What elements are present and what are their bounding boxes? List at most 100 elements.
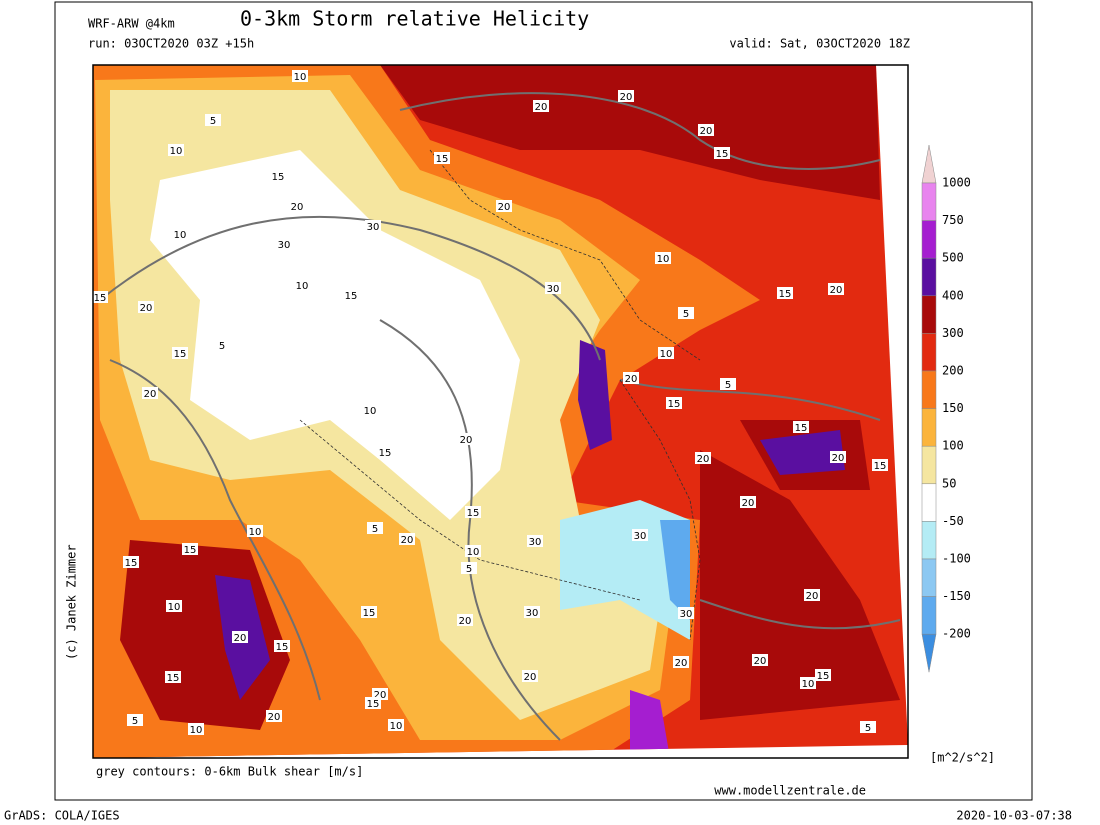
contour-label: 5 [219, 341, 225, 352]
contour-label-box [127, 714, 143, 726]
contour-label: 30 [547, 284, 560, 295]
contour-label-box [172, 347, 188, 359]
contour [109, 359, 321, 701]
contour-label-box [678, 307, 694, 319]
contour-label-box [815, 669, 831, 681]
contour-label: 20 [524, 672, 537, 683]
contour-label: 20 [806, 591, 819, 602]
contour-label: 15 [276, 642, 289, 653]
contour-label: 5 [725, 380, 731, 391]
contour-label-box [123, 556, 139, 568]
contour-label: 10 [249, 527, 262, 538]
contour-label: 20 [234, 633, 247, 644]
contour-label-box [655, 252, 671, 264]
contour-label-box [294, 279, 310, 291]
field-white [150, 150, 520, 520]
contour-label-box [752, 654, 768, 666]
colorbar-segment [921, 333, 937, 372]
contour-label-box [714, 147, 730, 159]
map-title: 0-3km Storm relative Helicity [240, 7, 589, 31]
contour-label: 20 [374, 690, 387, 701]
contour-label: 15 [167, 673, 180, 684]
colorbar-cap-bottom [921, 633, 937, 673]
contour-label: 15 [94, 293, 107, 304]
contour-label: 30 [529, 537, 542, 548]
colorbar-segment [921, 370, 937, 409]
contour-label: 20 [144, 389, 157, 400]
colorbar: 1000 750 500 400 300 200 150 100 50 -50 -100 -150 -2… [921, 144, 971, 673]
contour-label-box [434, 152, 450, 164]
contour-label: 15 [184, 545, 197, 556]
contour-label: 5 [865, 723, 871, 734]
contour-label: 15 [817, 671, 830, 682]
contour-label-box [465, 506, 481, 518]
contour-label-box [142, 387, 158, 399]
contour-label-box [214, 339, 230, 351]
colorbar-cap-top [921, 144, 937, 184]
colorbar-segment [921, 408, 937, 447]
contour-label: 20 [742, 498, 755, 509]
colorbar-label: -150 [942, 589, 971, 603]
contour [699, 599, 901, 630]
contour-label-box [527, 535, 543, 547]
colorbar-label: -50 [942, 514, 964, 528]
contour-label-box [388, 719, 404, 731]
contour-label: 10 [390, 721, 403, 732]
contour-label-box [292, 70, 308, 82]
contour-label: 20 [535, 102, 548, 113]
contour-label: 20 [754, 656, 767, 667]
field-blue [660, 520, 690, 620]
contour-label-box [673, 656, 689, 668]
contour-label: 15 [795, 423, 808, 434]
contour-label-box [698, 124, 714, 136]
contour-label-box [800, 677, 816, 689]
contour-label: 10 [364, 406, 377, 417]
contour-label-box [172, 228, 188, 240]
valid-label: valid: Sat, 03OCT2020 18Z [729, 37, 910, 51]
contour-label-box [270, 170, 286, 182]
contour-label-box [740, 496, 756, 508]
border [299, 419, 641, 601]
contour-label-box [545, 282, 561, 294]
contour-label-box [377, 446, 393, 458]
contour-label-box [533, 100, 549, 112]
website: www.modellzentrale.de [714, 784, 866, 798]
border [429, 149, 701, 361]
contour-label: 15 [436, 154, 449, 165]
software: GrADS: COLA/IGES [4, 809, 120, 823]
contour [379, 319, 561, 741]
colorbar-segment [921, 445, 937, 485]
colorbar-label: 100 [942, 439, 964, 453]
timestamp: 2020-10-03-07:38 [956, 809, 1072, 823]
colorbar-label: 750 [942, 213, 964, 227]
contour-label-box [496, 200, 512, 212]
contour-label-box [399, 533, 415, 545]
credit: (c) Janek Zimmer [65, 544, 79, 660]
contour-label: 30 [680, 609, 693, 620]
borders [299, 149, 701, 641]
contour-label: 20 [832, 453, 845, 464]
contour-label: 10 [660, 349, 673, 360]
contour-label-box [658, 347, 674, 359]
run-label: run: 03OCT2020 03Z +15h [88, 37, 254, 51]
contour-label-box [828, 283, 844, 295]
colorbar-segment [921, 521, 937, 560]
contour-label-box [93, 291, 108, 303]
contour-label: 20 [625, 374, 638, 385]
contour-label: 5 [466, 564, 472, 575]
contour-label-box [362, 404, 378, 416]
contour-label: 20 [459, 616, 472, 627]
contour-label: 15 [272, 172, 285, 183]
colorbar-label: -200 [942, 627, 971, 641]
contour-label-box [343, 289, 359, 301]
contour-label-box [276, 238, 292, 250]
field-dark [380, 65, 880, 200]
contour-label: 30 [278, 240, 291, 251]
frame [54, 1, 1033, 801]
contour-label: 20 [700, 126, 713, 137]
contour-label: 20 [460, 435, 473, 446]
contour-label-box [623, 372, 639, 384]
contour-label-box [457, 614, 473, 626]
contour-label: 10 [802, 679, 815, 690]
